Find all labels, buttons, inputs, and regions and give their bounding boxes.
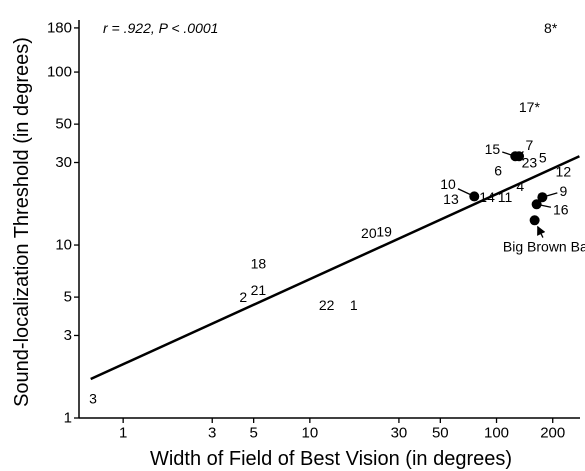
point-label: 3	[89, 390, 97, 406]
point-label: 16	[553, 201, 569, 217]
point-label: 1	[350, 297, 358, 313]
y-tick-label: 3	[64, 327, 72, 344]
point-label: 10	[440, 176, 456, 192]
y-tick-label: 30	[55, 154, 72, 171]
x-tick-label: 1	[119, 425, 127, 442]
fit-line	[90, 155, 580, 381]
x-tick-label: 3	[208, 425, 216, 442]
point-label: Big Brown Bat	[503, 239, 585, 255]
point	[514, 151, 525, 162]
point-label: 5	[539, 150, 547, 166]
x-tick-label: 100	[484, 425, 509, 442]
x-tick-label: 50	[432, 425, 449, 442]
y-tick-label: 5	[64, 289, 72, 306]
y-axis-label: Sound-localization Threshold (in degrees…	[11, 37, 33, 407]
point-label: 21	[251, 282, 267, 298]
point-label: 11	[498, 189, 513, 205]
point-label: 14	[479, 189, 495, 205]
point-label: 17*	[519, 99, 541, 115]
x-tick-label: 5	[249, 425, 257, 442]
x-tick-label: 10	[302, 425, 319, 442]
point	[469, 191, 480, 202]
y-tick-label: 100	[47, 64, 72, 81]
point-label: 19	[376, 223, 392, 239]
y-tick-label: 10	[55, 237, 72, 254]
y-tick-label: 50	[55, 116, 72, 133]
point-label: 6	[494, 162, 502, 178]
point-label: 18	[251, 256, 267, 272]
leader-line	[537, 225, 546, 238]
x-tick-label: 200	[540, 425, 565, 442]
x-axis-label: Width of Field of Best Vision (in degree…	[150, 448, 512, 470]
point-label: 4	[516, 178, 524, 194]
y-tick-label: 180	[47, 19, 72, 36]
point	[529, 215, 540, 226]
point-label: 12	[556, 164, 572, 180]
y-tick-label: 1	[64, 410, 72, 427]
point	[537, 192, 548, 203]
point-label: 7	[525, 137, 533, 153]
point-label: 20	[361, 225, 377, 241]
leader-line	[457, 188, 472, 196]
point	[531, 199, 542, 210]
point-label: 9	[559, 183, 567, 199]
point-label: 13	[443, 191, 459, 207]
point-label: 2	[239, 289, 247, 305]
point-label: 15	[485, 141, 501, 157]
point-label: 23	[522, 155, 538, 171]
annotation: r = .922, P < .0001	[103, 20, 218, 36]
point-label: 22	[319, 297, 335, 313]
x-tick-label: 30	[391, 425, 408, 442]
point-label: 8*	[544, 20, 558, 36]
leader-line	[545, 192, 558, 198]
